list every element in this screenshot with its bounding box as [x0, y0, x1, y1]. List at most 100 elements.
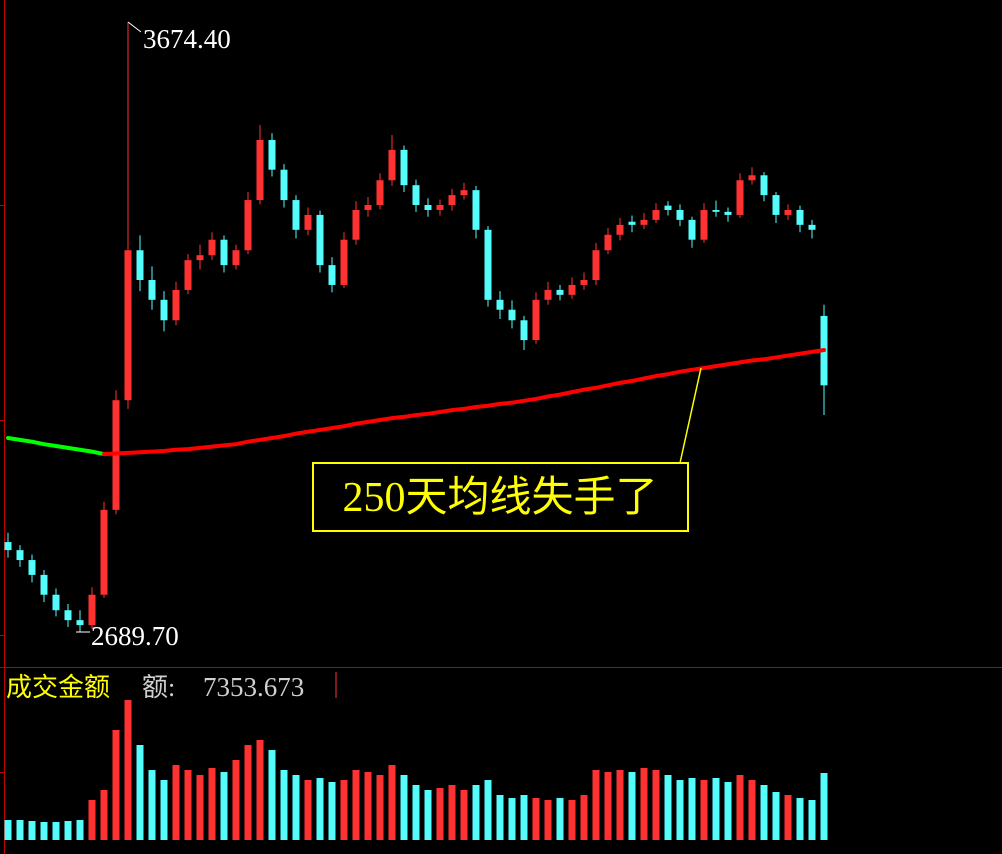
- high-pointer: [127, 21, 142, 33]
- volume-bar: [28, 821, 36, 840]
- volume-bar: [208, 768, 216, 840]
- volume-bar: [88, 800, 96, 840]
- volume-bar: [628, 772, 636, 840]
- volume-bar: [736, 774, 744, 840]
- volume-bar: [340, 780, 348, 840]
- candle-body: [724, 211, 732, 215]
- volume-bar: [292, 774, 300, 840]
- callout-text: 250天均线失手了: [342, 475, 657, 521]
- candle-body: [172, 289, 180, 321]
- candle-body: [4, 542, 12, 551]
- volume-bar: [304, 780, 312, 840]
- candle-body: [208, 239, 216, 256]
- volume-bar: [808, 800, 816, 840]
- callout-pointer: [679, 367, 702, 464]
- candle-body: [220, 239, 228, 266]
- candle-body: [400, 149, 408, 186]
- candle-body: [28, 560, 36, 575]
- candle-body: [256, 139, 264, 201]
- candle-body: [520, 320, 528, 341]
- candle-body: [760, 175, 768, 196]
- volume-bar: [376, 774, 384, 840]
- candle-body: [796, 209, 804, 225]
- candle-body: [556, 289, 564, 295]
- candle-body: [700, 209, 708, 240]
- volume-bar: [652, 769, 660, 840]
- candle-body: [304, 214, 312, 230]
- candle-body: [292, 200, 300, 230]
- volume-bar: [256, 740, 264, 840]
- volume-bar: [196, 774, 204, 840]
- candle-body: [484, 229, 492, 300]
- candle-body: [748, 175, 756, 181]
- low-label: 2689.70: [91, 621, 179, 651]
- volume-bar: [424, 789, 432, 840]
- candle-body: [148, 279, 156, 300]
- volume-bar: [640, 768, 648, 840]
- candle-body: [364, 205, 372, 210]
- candle-body: [244, 200, 252, 251]
- candle-body: [64, 610, 72, 621]
- volume-bar: [412, 785, 420, 840]
- volume-bar: [352, 769, 360, 840]
- volume-bar: [688, 777, 696, 840]
- volume-bar: [100, 789, 108, 840]
- volume-bar: [136, 745, 144, 840]
- volume-bar: [280, 769, 288, 840]
- candle-body: [508, 309, 516, 321]
- candle-body: [316, 214, 324, 266]
- moving-average-line: [6, 435, 106, 457]
- volume-bar: [448, 785, 456, 840]
- candle-body: [280, 169, 288, 201]
- candle-body: [424, 205, 432, 210]
- volume-bar: [580, 794, 588, 840]
- candle-body: [88, 594, 96, 626]
- volume-bar: [508, 797, 516, 840]
- volume-bar: [724, 781, 732, 840]
- volume-bar: [520, 794, 528, 840]
- volume-bar: [316, 777, 324, 840]
- candle-body: [652, 209, 660, 220]
- candle-body: [472, 190, 480, 230]
- volume-bar: [364, 772, 372, 840]
- volume-bar: [820, 772, 828, 840]
- candle-body: [592, 250, 600, 280]
- candle-body: [268, 139, 276, 170]
- candle-body: [184, 260, 192, 290]
- candle-body: [388, 149, 396, 181]
- volume-prefix: 额:: [142, 673, 175, 702]
- candle-body: [496, 299, 504, 310]
- candle-body: [136, 250, 144, 280]
- moving-average-line: [102, 348, 826, 457]
- volume-bar: [556, 797, 564, 840]
- volume-bar: [76, 820, 84, 840]
- volume-bar: [112, 729, 120, 840]
- volume-bar: [676, 780, 684, 840]
- volume-bar: [436, 788, 444, 840]
- volume-bar: [760, 785, 768, 840]
- volume-bar: [160, 780, 168, 840]
- candle-body: [568, 284, 576, 295]
- candle-body: [532, 299, 540, 341]
- volume-bar: [484, 780, 492, 840]
- candle-body: [640, 219, 648, 225]
- candle-body: [616, 224, 624, 235]
- volume-bar: [712, 777, 720, 840]
- volume-bar: [124, 700, 132, 840]
- candle-body: [580, 279, 588, 285]
- volume-bar: [592, 769, 600, 840]
- volume-bar: [268, 749, 276, 840]
- volume-bar: [496, 794, 504, 840]
- candle-body: [16, 550, 24, 561]
- candle-body: [448, 195, 456, 206]
- candle-body: [676, 209, 684, 220]
- candle-body: [736, 180, 744, 215]
- volume-bar: [748, 780, 756, 840]
- volume-bar: [220, 772, 228, 840]
- volume-bar: [664, 774, 672, 840]
- candle-body: [688, 219, 696, 240]
- candle-body: [328, 265, 336, 285]
- candle-body: [232, 250, 240, 266]
- candle-body: [40, 574, 48, 595]
